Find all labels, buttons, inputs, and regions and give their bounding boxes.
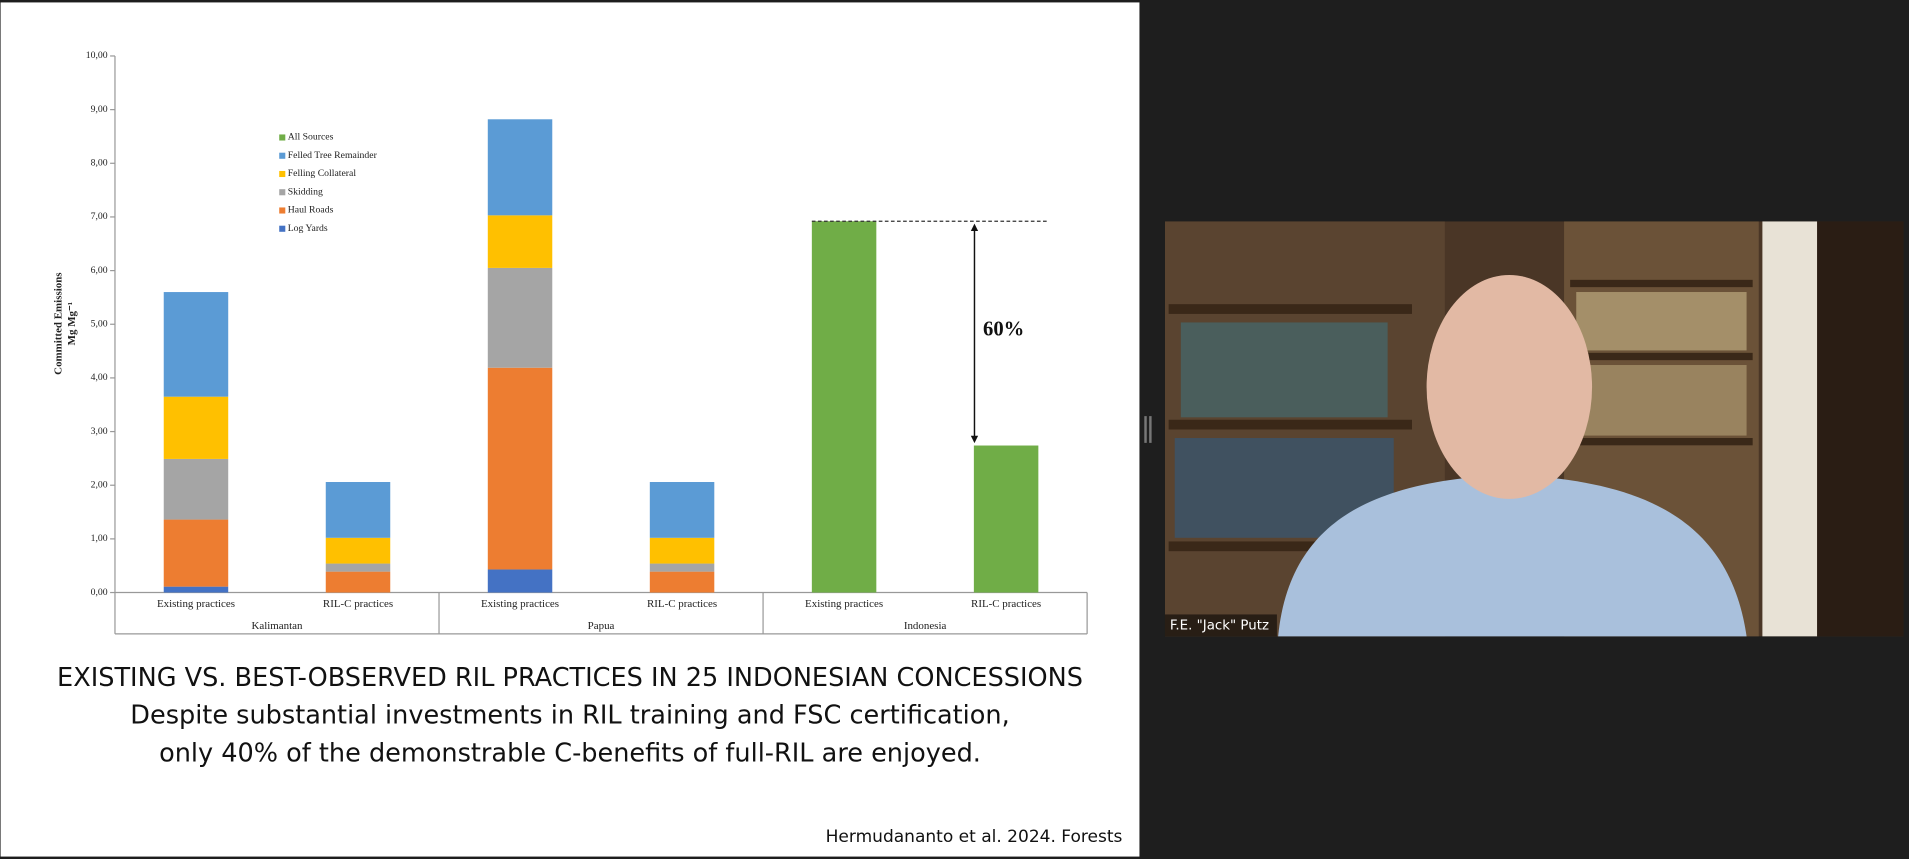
bar-segment: [487, 119, 553, 216]
y-tick-label: 5,00: [91, 318, 108, 329]
legend-label: Felled Tree Remainder: [288, 150, 378, 161]
y-tick-label: 2,00: [91, 479, 108, 490]
shelf: [1570, 352, 1753, 361]
bar-segment: [973, 445, 1039, 593]
group-label: Kalimantan: [251, 620, 303, 632]
bar-segment: [325, 537, 391, 564]
bar-segment: [649, 571, 715, 593]
books: [1180, 322, 1388, 418]
caption-line: Despite substantial investments in RIL t…: [130, 701, 1009, 731]
y-tick-label: 8,00: [91, 158, 108, 169]
bar-segment: [325, 482, 391, 538]
y-tick-label: 7,00: [91, 211, 108, 222]
legend-swatch: [279, 207, 286, 214]
chart: 0,00 1,00 2,00 3,00 4,00 5,00 6,00 7,00 8,00 9,00…: [53, 50, 1088, 635]
bar-segment: [487, 569, 553, 593]
group-label: Indonesia: [904, 620, 947, 632]
y-tick-label: 0,00: [91, 587, 108, 598]
x-tick-label: Existing practices: [157, 598, 235, 610]
y-tick-label: 4,00: [91, 372, 108, 383]
legend-swatch: [279, 134, 286, 141]
bar-segment: [163, 586, 229, 593]
caption-title: EXISTING VS. BEST-OBSERVED RIL PRACTICES…: [57, 663, 1083, 693]
caption-line: only 40% of the demonstrable C-benefits …: [159, 738, 981, 768]
x-tick-label: Existing practices: [481, 598, 559, 610]
splitter-handle[interactable]: [1144, 416, 1152, 443]
shelf: [1168, 541, 1412, 552]
y-axis-label: Mg Mg⁻¹: [66, 302, 78, 345]
legend-label: Haul Roads: [288, 205, 334, 216]
dark-wall: [1817, 221, 1904, 637]
shelf: [1570, 279, 1753, 288]
bar-segment: [811, 221, 877, 593]
books: [1576, 365, 1747, 436]
bar-segment: [649, 482, 715, 538]
bar-segment: [163, 292, 229, 397]
bar-segment: [325, 571, 391, 593]
legend-swatch: [279, 170, 286, 178]
bar-segment: [649, 537, 715, 564]
legend-swatch: [279, 225, 286, 232]
participant-name: F.E. "Jack" Putz: [1170, 618, 1269, 633]
person-face: [1426, 274, 1593, 499]
bar-segment: [163, 396, 229, 459]
handle-bar[interactable]: [1149, 416, 1152, 443]
x-tick-label: RIL-C practices: [971, 598, 1041, 610]
group-label: Papua: [588, 620, 615, 632]
arrow-head: [970, 435, 979, 444]
handle-bar[interactable]: [1144, 416, 1147, 443]
bar-segment: [163, 458, 229, 520]
y-axis-label: Committed Emissions: [53, 272, 65, 374]
bar-segment: [325, 563, 391, 572]
bar-segment: [649, 563, 715, 572]
legend-label: Log Yards: [288, 223, 328, 234]
legend-swatch: [279, 189, 286, 196]
x-tick-label: RIL-C practices: [647, 598, 717, 610]
legend-label: Skidding: [288, 186, 323, 197]
legend-label: All Sources: [288, 132, 334, 143]
x-tick-label: Existing practices: [805, 598, 883, 610]
books: [1576, 292, 1747, 351]
annotation: 60%: [983, 319, 1024, 341]
y-tick-label: 1,00: [91, 533, 108, 544]
y-tick-label: 9,00: [91, 104, 108, 115]
shelf: [1570, 438, 1753, 446]
x-tick-label: RIL-C practices: [323, 598, 393, 610]
citation: Hermudananto et al. 2024. Forests: [826, 827, 1123, 847]
person-shirt: [1278, 474, 1747, 637]
shelf: [1168, 419, 1412, 430]
door: [1762, 221, 1818, 637]
y-tick-label: 10,00: [86, 50, 108, 61]
bar-segment: [163, 519, 229, 587]
shelf: [1168, 304, 1412, 314]
legend-label: Felling Collateral: [288, 168, 357, 179]
y-tick-label: 6,00: [91, 265, 108, 276]
bar-segment: [487, 267, 553, 368]
y-tick-label: 3,00: [91, 426, 108, 437]
bar-segment: [487, 367, 553, 570]
arrow-head: [970, 223, 979, 231]
name-tag-background: [1164, 614, 1277, 637]
bar-segment: [487, 215, 553, 268]
legend-swatch: [279, 152, 286, 159]
video-tile: F.E. "Jack" Putz: [1164, 221, 1904, 637]
